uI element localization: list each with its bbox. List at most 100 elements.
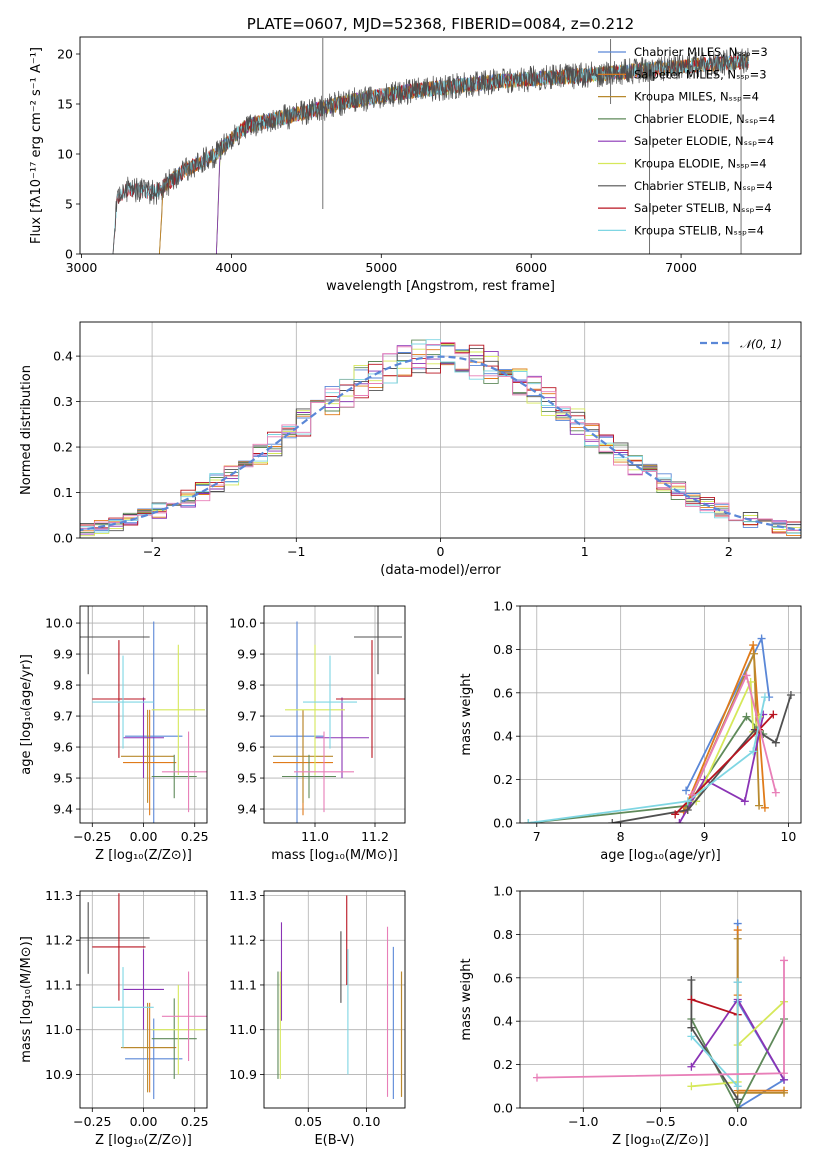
plus-marker xyxy=(532,1073,541,1082)
y-tick-label: 0.2 xyxy=(53,440,73,455)
x-axis-label: Z [log₁₀(Z/Z⊙)] xyxy=(612,1133,709,1148)
plus-marker xyxy=(757,634,766,643)
x-tick-label: 9 xyxy=(701,829,709,844)
weight-lines xyxy=(524,634,795,823)
weight-lines xyxy=(532,919,789,1108)
spectrum-series-line xyxy=(112,47,749,254)
x-tick-label: −2 xyxy=(143,544,161,559)
y-tick-label: 0.4 xyxy=(493,729,513,744)
y-axis-label: age [log₁₀(age/yr)] xyxy=(19,654,34,775)
plus-marker xyxy=(780,1069,789,1078)
y-tick-label: 0.2 xyxy=(493,1057,513,1072)
y-tick-label: 0.2 xyxy=(493,772,513,787)
mass-vs-Z-panel: −0.25 0.00 0.25 10.9 11.0 11.1 11.2 11.3 Z [log₁… xyxy=(19,888,209,1148)
plus-marker xyxy=(682,786,691,795)
y-tick-label: 0.8 xyxy=(493,927,513,942)
legend-label: Salpeter ELODIE, Nₛₛₚ=4 xyxy=(634,134,774,148)
x-tick-label: 4000 xyxy=(215,260,247,275)
plus-marker xyxy=(733,1095,742,1104)
spectrum-lines xyxy=(112,38,749,254)
y-tick-label: 9.4 xyxy=(237,802,257,817)
plus-marker xyxy=(687,790,696,799)
plus-marker xyxy=(780,956,789,965)
y-tick-label: 9.9 xyxy=(53,647,73,662)
legend-label: Chabrier STELIB, Nₛₛₚ=4 xyxy=(634,179,773,193)
spectrum-legend: Chabrier MILES, Nₛₛₚ=3 Salpeter MILES, Nₛ… xyxy=(598,45,775,237)
y-axis-label: Normed distribution xyxy=(19,365,34,495)
legend-label: Kroupa MILES, Nₛₛₚ=4 xyxy=(634,90,759,104)
y-tick-label: 11.0 xyxy=(45,1022,73,1037)
y-tick-label: 0.1 xyxy=(53,485,73,500)
y-tick-label: 9.8 xyxy=(237,678,257,693)
y-tick-label: 0 xyxy=(65,247,73,262)
y-tick-label: 0.0 xyxy=(493,1101,513,1116)
chart-title: PLATE=0607, MJD=52368, FIBERID=0084, z=0… xyxy=(247,15,634,33)
y-tick-label: 10.9 xyxy=(45,1067,73,1082)
error-bars xyxy=(277,895,403,1100)
axes-frame xyxy=(263,890,406,1109)
x-tick-label: 0.25 xyxy=(181,1114,209,1129)
y-tick-label: 0.0 xyxy=(493,816,513,831)
plus-marker xyxy=(683,797,692,806)
plus-marker xyxy=(687,1082,696,1091)
y-tick-label: 10.9 xyxy=(229,1067,257,1082)
x-tick-label: −1 xyxy=(287,544,305,559)
y-tick-label: 20 xyxy=(57,47,73,62)
y-tick-label: 9.7 xyxy=(53,709,73,724)
plus-marker xyxy=(771,788,780,797)
y-tick-label: 11.2 xyxy=(229,933,257,948)
y-tick-label: 1.0 xyxy=(493,884,513,899)
mass-vs-EBV-panel: 0.05 0.10 10.9 11.0 11.1 11.2 11.3 E(B-V) xyxy=(229,888,406,1148)
y-tick-label: 0.6 xyxy=(493,970,513,985)
weight-series-line xyxy=(691,998,738,1016)
plus-marker xyxy=(780,1088,789,1097)
y-tick-label: 9.6 xyxy=(237,740,257,755)
histogram-steps xyxy=(80,342,801,536)
x-tick-label: 0.05 xyxy=(294,1114,322,1129)
y-tick-label: 0.6 xyxy=(493,685,513,700)
normal-curve xyxy=(80,355,801,532)
y-tick-label: 10.0 xyxy=(45,616,73,631)
y-tick-label: 9.5 xyxy=(237,771,257,786)
y-tick-label: 9.9 xyxy=(237,647,257,662)
y-tick-label: 9.7 xyxy=(237,709,257,724)
weight-series-line xyxy=(678,714,765,823)
axes-frame xyxy=(519,605,802,824)
weight-series-line xyxy=(690,1018,785,1108)
plus-marker xyxy=(749,747,758,756)
age-vs-Z-panel: −0.25 0.00 0.25 9.4 9.5 9.6 9.7 9.8 9.9 10.0 Z [lo… xyxy=(19,605,209,863)
x-tick-label: 1 xyxy=(581,544,589,559)
x-tick-label: 0.00 xyxy=(130,1114,158,1129)
x-tick-label: −1.0 xyxy=(568,1114,598,1129)
y-axis-label: mass weight xyxy=(459,673,474,755)
plus-marker xyxy=(742,712,751,721)
y-tick-label: 0.4 xyxy=(53,349,73,364)
y-tick-label: 9.4 xyxy=(53,802,73,817)
x-tick-label: 0.0 xyxy=(728,1114,748,1129)
x-tick-label: 7000 xyxy=(665,260,697,275)
y-tick-label: 9.6 xyxy=(53,740,73,755)
x-tick-label: 0 xyxy=(437,544,445,559)
y-tick-label: 5 xyxy=(65,197,73,212)
axes-frame xyxy=(79,321,802,539)
y-tick-label: 11.1 xyxy=(45,977,73,992)
plus-marker xyxy=(687,1032,696,1041)
age-vs-mass-panel: 11.0 11.2 9.4 9.5 9.6 9.7 9.8 9.9 10.0 mass [log₁… xyxy=(229,605,406,863)
legend-label: Kroupa ELODIE, Nₛₛₚ=4 xyxy=(634,157,767,171)
x-axis-label: wavelength [Angstrom, rest frame] xyxy=(326,279,555,294)
spectrum-panel: 3000 4000 5000 6000 7000 0 5 10 15 20 wavelength [… xyxy=(29,15,802,294)
axes-frame xyxy=(263,605,406,824)
x-tick-label: 5000 xyxy=(365,260,397,275)
residuals-panel: −2 −1 0 1 2 0.0 0.1 0.2 0.3 0.4 (data-model)/error… xyxy=(19,321,802,578)
plus-marker xyxy=(608,819,617,823)
y-tick-label: 10 xyxy=(57,147,73,162)
x-tick-label: 3000 xyxy=(66,260,98,275)
x-tick-label: 0.25 xyxy=(181,829,209,844)
plus-marker xyxy=(671,810,680,819)
y-tick-label: 15 xyxy=(57,97,73,112)
y-tick-label: 0.0 xyxy=(53,531,73,546)
y-axis-label: mass weight xyxy=(459,958,474,1040)
y-tick-label: 11.1 xyxy=(229,977,257,992)
plus-marker xyxy=(760,803,769,812)
